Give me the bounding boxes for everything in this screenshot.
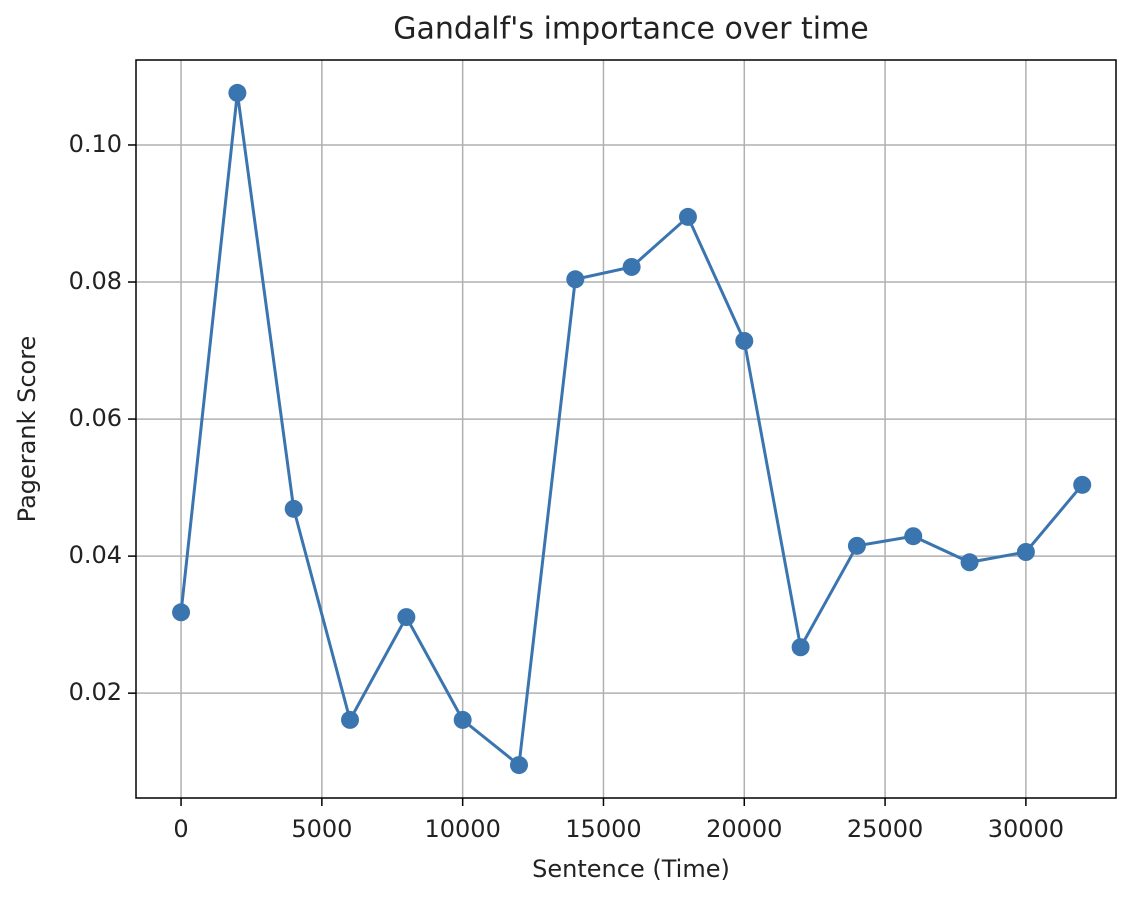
y-axis-label: Pagerank Score: [13, 336, 41, 523]
data-point: [791, 638, 810, 657]
x-tick-label: 5000: [291, 815, 352, 843]
data-point: [172, 603, 191, 622]
x-tick-label: 25000: [847, 815, 923, 843]
plot-frame: [135, 59, 1117, 799]
x-tick-label: 20000: [706, 815, 782, 843]
data-point: [735, 331, 754, 350]
data-point: [284, 499, 303, 518]
data-point: [341, 710, 360, 729]
data-point: [397, 608, 416, 627]
data-point: [678, 207, 697, 226]
data-point: [622, 257, 641, 276]
data-point: [453, 710, 472, 729]
data-point: [960, 553, 979, 572]
y-tick-label: 0.10: [69, 130, 122, 158]
y-tick-label: 0.04: [69, 541, 122, 569]
data-point: [228, 83, 247, 102]
x-tick-label: 15000: [565, 815, 641, 843]
data-point: [847, 536, 866, 555]
data-point: [1016, 543, 1035, 561]
data-line: [179, 92, 1084, 768]
x-axis-label: Sentence (Time): [532, 855, 730, 883]
data-point: [509, 756, 528, 775]
x-tick-label: 30000: [988, 815, 1064, 843]
data-point: [904, 527, 923, 546]
data-point: [566, 270, 585, 289]
y-tick-label: 0.06: [69, 404, 122, 432]
x-tick-label: 10000: [424, 815, 500, 843]
x-tick-label: 0: [173, 815, 188, 843]
chart-title: Gandalf's importance over time: [393, 12, 869, 47]
y-tick-label: 0.08: [69, 267, 122, 295]
data-point: [1073, 475, 1092, 494]
y-tick-label: 0.02: [69, 678, 122, 706]
